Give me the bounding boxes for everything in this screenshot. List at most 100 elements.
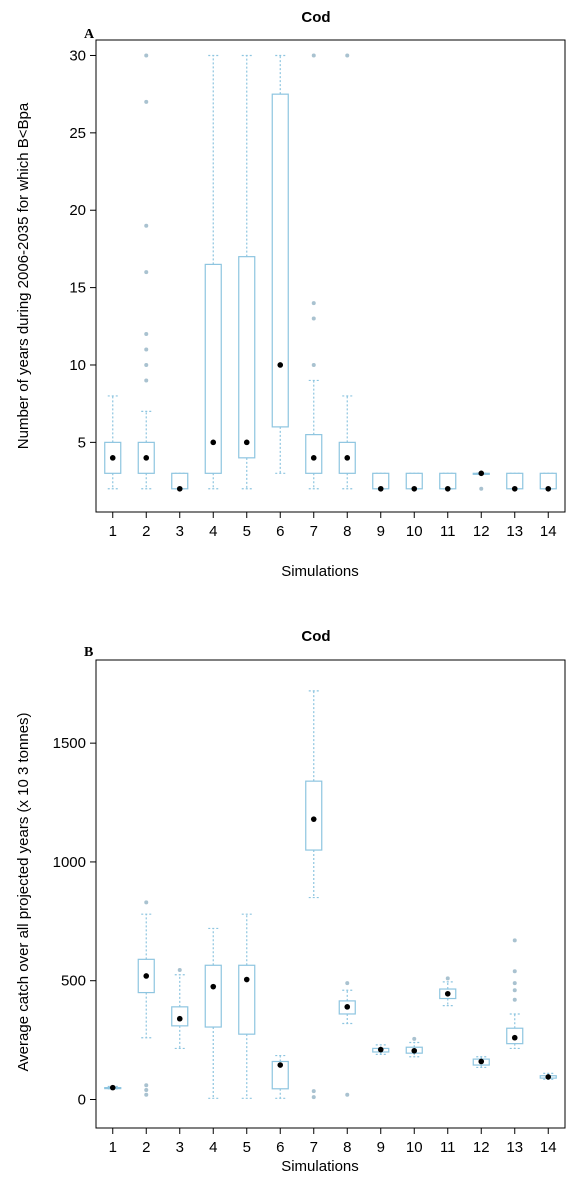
b-box-2 (137, 900, 155, 1097)
outlier-point (311, 362, 316, 367)
outlier-point (345, 1092, 350, 1097)
median-dot (377, 485, 384, 492)
b-box-7 (305, 690, 323, 1100)
y-tick-label: 20 (69, 202, 86, 219)
median-dot (310, 816, 317, 822)
x-tick-label: 3 (176, 523, 184, 540)
a-box-8 (338, 53, 356, 490)
panel-b-y-axis-label: Average catch over all projected years (… (15, 712, 32, 1071)
x-tick-label: 9 (377, 1139, 385, 1156)
outlier-point (144, 53, 149, 58)
median-dot (444, 990, 451, 997)
panel-a-label: A (84, 27, 95, 42)
y-tick-label: 1500 (53, 735, 86, 752)
outlier-point (479, 486, 484, 491)
outlier-point (177, 968, 182, 973)
median-dot (277, 362, 284, 368)
outlier-point (512, 969, 517, 974)
panel-a-marks (104, 53, 557, 492)
median-dot (210, 983, 217, 990)
outlier-point (144, 1083, 149, 1088)
median-dot (377, 1046, 384, 1053)
outlier-point (311, 316, 316, 321)
outlier-point (311, 1089, 316, 1094)
panel-b-x-ticks: 1 2 3 4 5 6 7 8 9 10 11 12 13 14 (109, 1128, 557, 1156)
median-dot (478, 470, 485, 477)
median-dot (143, 973, 150, 979)
y-tick-label: 15 (69, 280, 86, 297)
b-box-10 (405, 1036, 423, 1058)
outlier-point (512, 981, 517, 986)
b-box-5 (238, 913, 256, 1099)
x-tick-label: 6 (276, 523, 284, 540)
median-dot (277, 1062, 284, 1068)
x-tick-label: 7 (310, 1139, 318, 1156)
a-box-11 (439, 472, 457, 492)
a-box-1 (104, 395, 122, 490)
outlier-point (311, 301, 316, 306)
b-box-11 (439, 976, 457, 1007)
iqr-box (305, 780, 323, 851)
median-dot (478, 1058, 485, 1065)
panel-a-x-ticks: 1 2 3 4 5 6 7 8 9 10 11 12 13 14 (109, 512, 557, 540)
outlier-point (144, 332, 149, 337)
iqr-box (204, 964, 222, 1028)
outlier-point (144, 1087, 149, 1092)
a-box-5 (238, 54, 256, 490)
b-box-3 (171, 968, 189, 1050)
median-dot (411, 485, 418, 492)
b-box-4 (204, 927, 222, 1099)
iqr-box (271, 1060, 289, 1090)
median-dot (243, 976, 250, 983)
a-box-13 (506, 472, 524, 492)
y-tick-label: 500 (61, 973, 86, 990)
a-box-2 (137, 53, 155, 490)
panel-b-title: Cod (301, 628, 330, 645)
panel-a-y-ticks: 5 10 15 20 25 30 (69, 47, 96, 451)
outlier-point (144, 900, 149, 905)
outlier-point (412, 1036, 417, 1041)
x-tick-label: 13 (506, 1139, 523, 1156)
outlier-point (144, 1092, 149, 1097)
panel-b-x-axis-label: Simulations (281, 1158, 359, 1175)
a-box-9 (372, 472, 390, 492)
x-tick-label: 3 (176, 1139, 184, 1156)
median-dot (344, 1004, 351, 1010)
median-dot (109, 455, 116, 461)
b-box-12 (472, 1056, 490, 1069)
x-tick-label: 4 (209, 1139, 217, 1156)
panel-a-plot-frame (95, 39, 566, 513)
median-dot (511, 1034, 518, 1041)
median-dot (176, 485, 183, 492)
y-tick-label: 1000 (53, 854, 86, 871)
x-tick-label: 12 (473, 1139, 490, 1156)
b-box-14 (539, 1072, 557, 1080)
outlier-point (345, 981, 350, 986)
iqr-box (271, 93, 289, 428)
iqr-box (238, 256, 256, 459)
a-box-4 (204, 54, 222, 490)
panel-b-y-ticks: 0 500 1000 1500 (53, 735, 96, 1108)
iqr-box (305, 434, 323, 474)
panel-b-label: B (84, 645, 93, 660)
outlier-point (144, 378, 149, 383)
x-tick-label: 14 (540, 1139, 557, 1156)
x-tick-label: 5 (243, 523, 251, 540)
y-tick-label: 5 (78, 434, 86, 451)
b-box-6 (271, 1054, 289, 1099)
outlier-point (144, 347, 149, 352)
outlier-point (512, 997, 517, 1002)
x-tick-label: 6 (276, 1139, 284, 1156)
b-box-9 (372, 1044, 390, 1055)
median-dot (545, 1074, 552, 1080)
x-tick-label: 12 (473, 523, 490, 540)
median-dot (210, 439, 217, 446)
median-dot (310, 455, 317, 461)
a-box-6 (271, 54, 289, 474)
a-box-14 (539, 472, 557, 492)
median-dot (411, 1047, 418, 1054)
outlier-point (445, 976, 450, 981)
median-dot (109, 1084, 116, 1091)
outlier-point (144, 223, 149, 228)
